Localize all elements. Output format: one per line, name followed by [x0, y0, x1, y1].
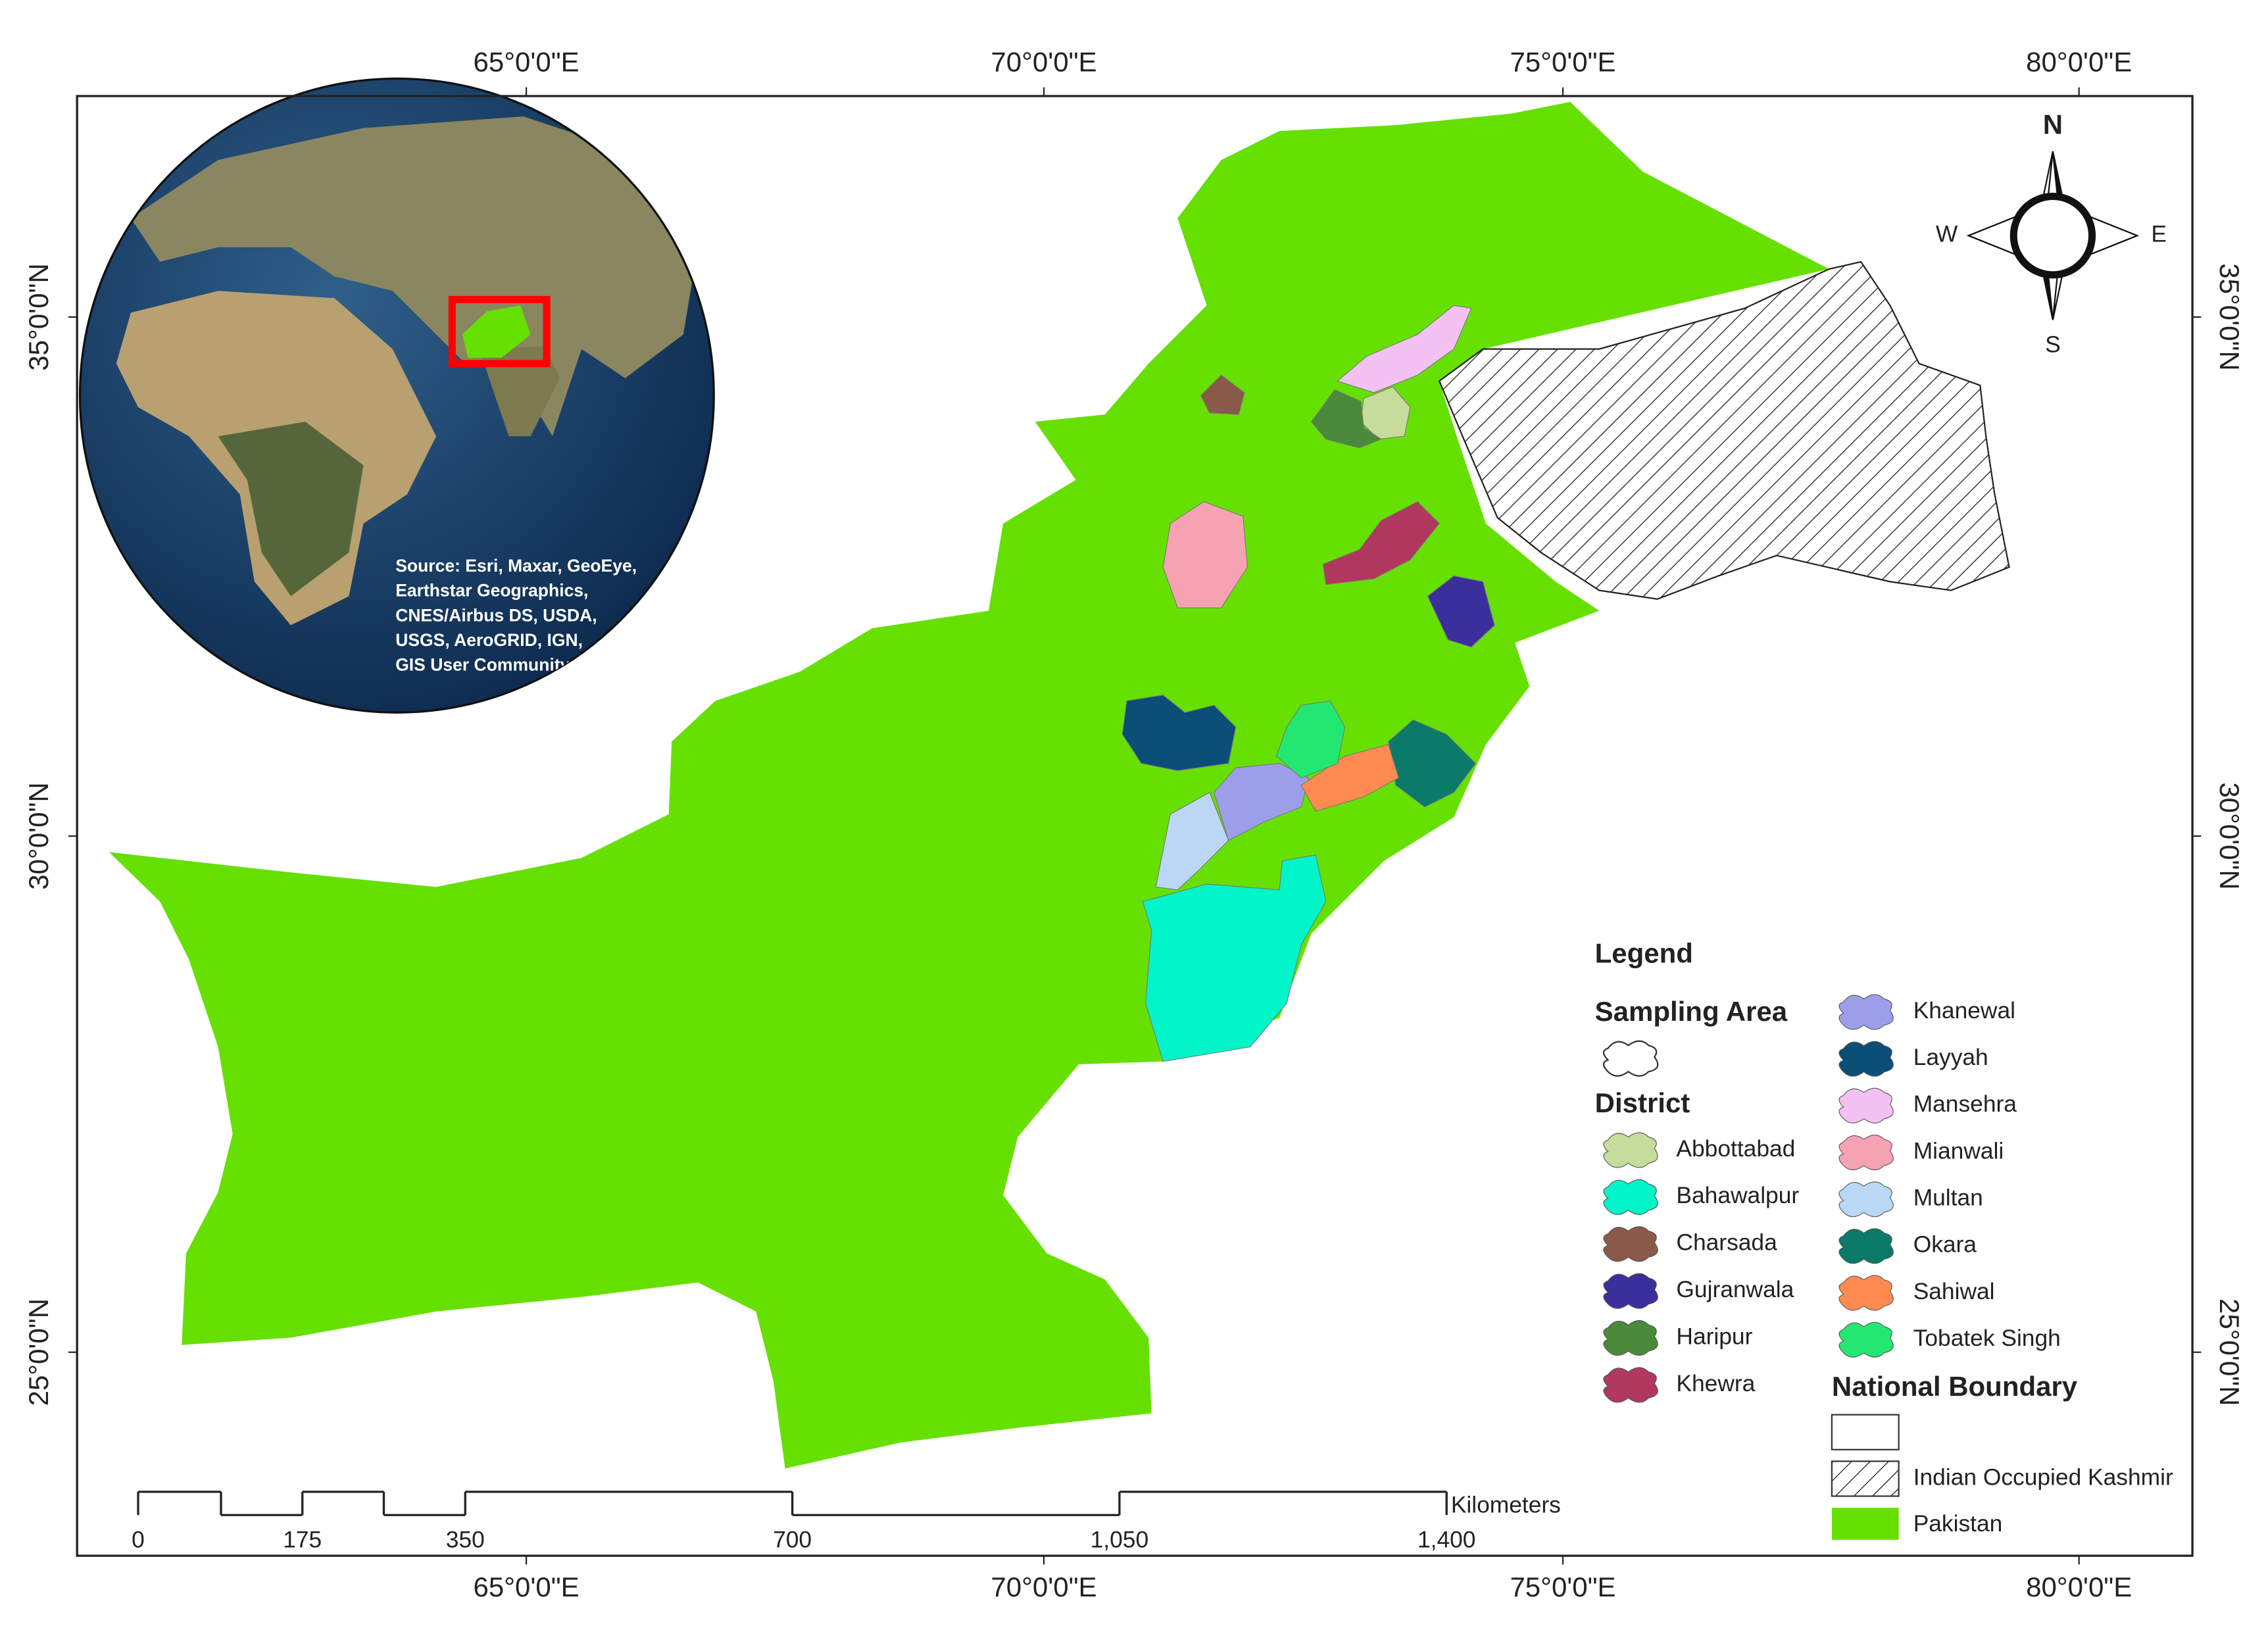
- latitude-label: 25°0'0"N: [2214, 1298, 2245, 1406]
- compass-e: E: [2151, 222, 2167, 247]
- globe-edge: [78, 77, 715, 714]
- globe-india: [480, 346, 560, 437]
- legend-heading: National Boundary: [1832, 1371, 2078, 1402]
- latitude-label: 35°0'0"N: [23, 263, 54, 370]
- globe-africa-green: [218, 422, 364, 597]
- scale-label: 0: [132, 1527, 145, 1552]
- district-area: [1200, 374, 1245, 415]
- district-area: [1122, 695, 1237, 772]
- globe-pakistan: [462, 305, 531, 358]
- longitude-label: 70°0'0"E: [991, 46, 1097, 77]
- map-frame: [76, 95, 2194, 1557]
- latitude-label: 30°0'0"N: [2214, 782, 2245, 889]
- legend-swatch: [1603, 1320, 1658, 1356]
- legend-swatch: [1603, 1273, 1658, 1309]
- district-area: [1310, 389, 1382, 449]
- legend-swatch: [1838, 1041, 1894, 1077]
- scale-label: 1,050: [1091, 1527, 1149, 1552]
- district-area: [1275, 700, 1346, 779]
- legend-label: Indian Occupied Kashmir: [1913, 1464, 2173, 1490]
- longitude-label: 70°0'0"E: [991, 1571, 1097, 1602]
- scale-label: 175: [283, 1527, 322, 1552]
- legend-swatch: [1603, 1226, 1658, 1262]
- legend-title: Legend: [1595, 937, 1693, 968]
- attribution-line: Earthstar Geographics,: [395, 581, 588, 601]
- legend-label: Mianwali: [1913, 1138, 2004, 1164]
- latitude-label: 25°0'0"N: [23, 1298, 54, 1406]
- longitude-label: 65°0'0"E: [474, 1571, 579, 1602]
- legend-swatch: [1603, 1179, 1658, 1215]
- legend-swatch: [1603, 1132, 1658, 1168]
- kashmir: [1438, 260, 2010, 600]
- legend-swatch: [1831, 1508, 1899, 1540]
- attribution-line: Source: Esri, Maxar, GeoEye,: [395, 556, 637, 576]
- longitude-label: 80°0'0"E: [2026, 46, 2132, 77]
- legend-label: Bahawalpur: [1676, 1183, 1799, 1208]
- legend-label: Abbottabad: [1676, 1136, 1795, 1162]
- legend-swatch: [1838, 1228, 1894, 1264]
- pakistan: [109, 101, 1829, 1469]
- longitude-label: 75°0'0"E: [1510, 46, 1615, 77]
- compass-n: N: [2043, 109, 2063, 140]
- inset-highlight: [448, 295, 551, 368]
- legend-swatch: [1838, 1275, 1894, 1311]
- district-area: [1155, 791, 1229, 891]
- legend-swatch: [1838, 994, 1894, 1030]
- inset-globe: [80, 78, 714, 713]
- district-area: [1162, 501, 1248, 608]
- scale-unit: Kilometers: [1451, 1492, 1561, 1518]
- attribution-line: GIS User Community: [395, 654, 570, 674]
- compass-ring: [2009, 193, 2096, 279]
- district-area: [1427, 575, 1495, 648]
- district-area: [1337, 305, 1472, 393]
- scale-label: 1,400: [1418, 1527, 1476, 1552]
- legend-label: Okara: [1913, 1232, 1977, 1258]
- legend-swatch: [1602, 1040, 1659, 1077]
- legend-swatch: [1838, 1134, 1894, 1171]
- legend-label: Gujranwala: [1676, 1277, 1794, 1302]
- legend-swatch: [1831, 1414, 1900, 1450]
- district-area: [1322, 501, 1440, 585]
- legend-swatch: [1838, 1321, 1894, 1358]
- longitude-label: 75°0'0"E: [1510, 1571, 1615, 1602]
- longitude-label: 65°0'0"E: [474, 46, 579, 77]
- attribution-line: CNES/Airbus DS, USDA,: [395, 605, 597, 625]
- legend-label: Mansehra: [1913, 1091, 2017, 1117]
- compass-w: W: [1936, 222, 1958, 247]
- globe-eurasia: [130, 116, 698, 437]
- legend-label: Pakistan: [1913, 1511, 2003, 1537]
- district-area: [1388, 719, 1477, 808]
- district-area: [1300, 744, 1399, 812]
- legend-label: Khanewal: [1913, 998, 2015, 1024]
- scale-label: 700: [773, 1527, 812, 1552]
- latitude-label: 35°0'0"N: [2214, 263, 2245, 370]
- attribution-line: USGS, AeroGRID, IGN,: [395, 630, 583, 650]
- legend-label: Sahiwal: [1913, 1279, 1995, 1304]
- latitude-label: 30°0'0"N: [23, 782, 54, 889]
- legend-swatch: [1838, 1181, 1894, 1218]
- legend-swatch: [1838, 1087, 1894, 1124]
- legend-label: Khewra: [1676, 1371, 1755, 1396]
- district-area: [1142, 854, 1327, 1062]
- longitude-label: 80°0'0"E: [2026, 1571, 2132, 1602]
- legend-heading: District: [1595, 1087, 1690, 1118]
- legend-swatch: [1603, 1367, 1658, 1403]
- legend-label: Charsada: [1676, 1230, 1777, 1256]
- legend-label: Layyah: [1913, 1045, 1988, 1070]
- legend-label: Haripur: [1676, 1323, 1752, 1349]
- legend-label: Multan: [1913, 1185, 1983, 1211]
- compass-s: S: [2045, 332, 2061, 358]
- legend-swatch: [1831, 1460, 1900, 1497]
- attribution: Source: Esri, Maxar, GeoEye, Earthstar Ge…: [395, 556, 637, 674]
- legend-label: Tobatek Singh: [1913, 1325, 2061, 1351]
- scale-label: 350: [446, 1527, 485, 1552]
- legend-heading: Sampling Area: [1595, 996, 1788, 1027]
